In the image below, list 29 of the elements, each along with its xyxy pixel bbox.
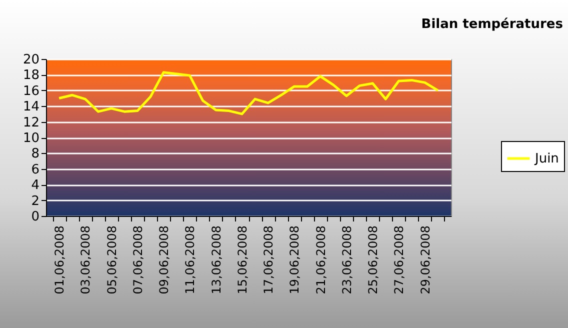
x-tick-label: 05,06,2008 — [104, 226, 119, 294]
x-tick-label: 07,06,2008 — [130, 226, 145, 294]
x-tick-label: 01,06,2008 — [52, 226, 67, 294]
y-tick-label: 14 — [22, 100, 40, 115]
y-tick-label: 12 — [22, 115, 40, 130]
y-tick-label: 0 — [31, 210, 40, 224]
x-tick-label: 19,06,2008 — [288, 226, 302, 294]
y-tick-label: 8 — [31, 146, 40, 162]
x-tick-label: 09,06,2008 — [157, 226, 172, 294]
legend-label: Juin — [534, 152, 559, 166]
x-tick-label: 29,06,2008 — [418, 226, 432, 294]
x-tick-label: 11,06,2008 — [183, 226, 198, 294]
x-tick-label: 03,06,2008 — [78, 226, 93, 294]
y-tick-label: 16 — [22, 84, 40, 99]
x-tick-label: 17,06,2008 — [262, 226, 276, 294]
x-tick-label: 25,06,2008 — [366, 226, 380, 294]
y-tick-label: 4 — [31, 178, 40, 194]
x-tick-label: 15,06,2008 — [235, 226, 250, 294]
text: Bilan températures — [421, 17, 564, 32]
x-tick-label: 27,06,2008 — [392, 226, 406, 294]
y-tick-label: 2 — [31, 194, 40, 209]
y-tick-label: 18 — [22, 68, 40, 84]
x-tick-label: 13,06,2008 — [209, 226, 224, 294]
y-tick-label: 10 — [22, 131, 40, 146]
x-tick-label: 23,06,2008 — [340, 226, 354, 294]
line-series — [58, 71, 440, 116]
x-tick-label: 21,06,2008 — [314, 226, 328, 294]
y-tick-label: 20 — [22, 52, 40, 68]
y-tick-label: 6 — [31, 162, 40, 178]
